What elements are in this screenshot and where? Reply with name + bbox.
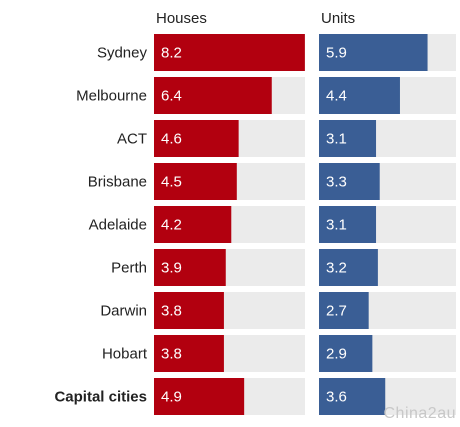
bar-units-melbourne	[319, 77, 400, 114]
bar-units-adelaide	[319, 206, 377, 243]
value-label-houses-melbourne: 6.4	[161, 88, 182, 105]
value-label-houses-capital-cities: 4.9	[161, 389, 182, 406]
value-label-houses-sydney: 8.2	[161, 45, 182, 62]
category-label-adelaide: Adelaide	[89, 217, 147, 234]
value-label-units-hobart: 2.9	[326, 346, 347, 363]
bar-houses-perth	[154, 249, 226, 286]
category-label-act: ACT	[117, 131, 147, 148]
value-label-houses-brisbane: 4.5	[161, 174, 182, 191]
bar-units-capital-cities	[319, 378, 386, 415]
series-header-units: Units	[321, 10, 355, 27]
bar-houses-sydney	[154, 34, 305, 71]
bar-houses-darwin	[154, 292, 224, 329]
bar-units-darwin	[319, 292, 369, 329]
value-label-houses-act: 4.6	[161, 131, 182, 148]
bar-units-perth	[319, 249, 378, 286]
bar-houses-act	[154, 120, 239, 157]
value-label-units-brisbane: 3.3	[326, 174, 347, 191]
bar-units-sydney	[319, 34, 428, 71]
value-label-units-perth: 3.2	[326, 260, 347, 277]
category-label-darwin: Darwin	[100, 303, 147, 320]
value-label-units-sydney: 5.9	[326, 45, 347, 62]
bar-units-act	[319, 120, 377, 157]
series-header-houses: Houses	[156, 10, 207, 27]
category-label-capital-cities: Capital cities	[54, 389, 147, 406]
category-label-sydney: Sydney	[97, 45, 148, 62]
value-label-units-capital-cities: 3.6	[326, 389, 347, 406]
category-label-melbourne: Melbourne	[76, 88, 147, 105]
value-label-units-act: 3.1	[326, 131, 347, 148]
category-label-hobart: Hobart	[102, 346, 148, 363]
bar-units-brisbane	[319, 163, 380, 200]
value-label-houses-hobart: 3.8	[161, 346, 182, 363]
value-label-units-melbourne: 4.4	[326, 88, 347, 105]
bar-houses-capital-cities	[154, 378, 245, 415]
value-label-houses-adelaide: 4.2	[161, 217, 182, 234]
category-label-brisbane: Brisbane	[88, 174, 147, 191]
bar-houses-adelaide	[154, 206, 232, 243]
bar-houses-hobart	[154, 335, 224, 372]
category-label-perth: Perth	[111, 260, 147, 277]
value-label-units-adelaide: 3.1	[326, 217, 347, 234]
value-label-houses-perth: 3.9	[161, 260, 182, 277]
watermark: Chinа2au	[383, 405, 456, 422]
value-label-units-darwin: 2.7	[326, 303, 347, 320]
value-label-houses-darwin: 3.8	[161, 303, 182, 320]
bar-houses-melbourne	[154, 77, 272, 114]
bar-houses-brisbane	[154, 163, 237, 200]
bar-units-hobart	[319, 335, 373, 372]
